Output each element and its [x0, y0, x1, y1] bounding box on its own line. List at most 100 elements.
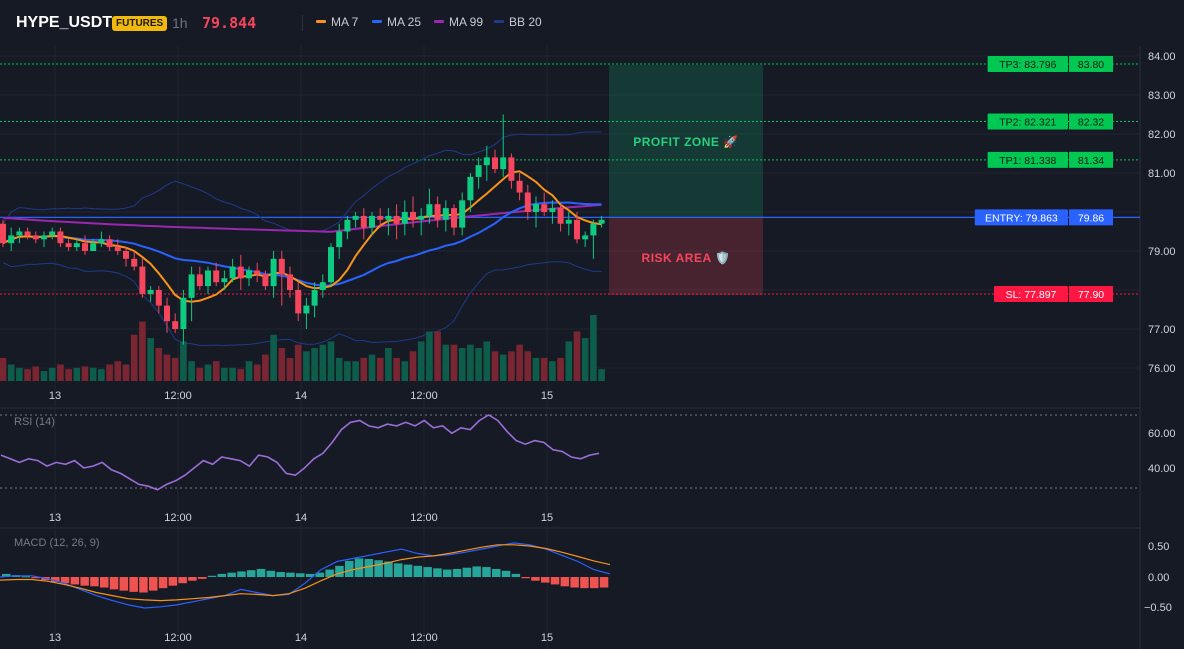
candle-body — [360, 215, 367, 228]
candle-body — [508, 157, 515, 181]
candle-body — [451, 208, 457, 228]
volume-bar — [335, 357, 343, 381]
sl-tag — [994, 286, 1068, 303]
market-badge: FUTURES — [112, 16, 168, 31]
macd-histogram-bar — [384, 561, 393, 577]
candle-body — [237, 266, 244, 279]
volume-bar — [262, 354, 269, 381]
timeframe-selector[interactable]: 1h — [172, 15, 188, 31]
volume-bar — [557, 357, 564, 381]
volume-bar — [0, 357, 7, 381]
legend-ma7-label: MA 7 — [331, 15, 359, 29]
candle-body — [147, 290, 154, 294]
volume-bar — [352, 361, 359, 381]
legend-ma25[interactable]: MA 25 — [372, 15, 421, 29]
volume-bar — [311, 348, 318, 381]
volume-bar — [434, 331, 441, 381]
candle-body — [221, 278, 228, 283]
volume-bar — [130, 334, 138, 381]
macd-histogram-bar — [109, 577, 119, 590]
volume-bar — [360, 357, 368, 381]
time-label: 14 — [295, 512, 307, 524]
symbol-title[interactable]: HYPE_USDT — [16, 14, 113, 31]
macd-histogram-bar — [21, 576, 31, 578]
candle-body — [541, 204, 548, 212]
candle-body — [311, 290, 318, 306]
macd-histogram-bar — [51, 577, 60, 582]
tp-axis-value: 83.80 — [1078, 59, 1104, 71]
volume-bar — [590, 315, 597, 381]
candle-body — [442, 208, 449, 220]
legend-ma99[interactable]: MA 99 — [434, 15, 483, 29]
macd-histogram-bar — [266, 570, 276, 577]
price-tick-label: 81.00 — [1148, 168, 1176, 180]
candle-body — [574, 219, 580, 240]
volume-bar — [573, 331, 581, 381]
candle-body — [516, 180, 523, 193]
volume-bar — [581, 338, 589, 381]
candle-body — [278, 258, 285, 275]
time-label: 15 — [541, 632, 553, 644]
tp-tag — [987, 55, 1068, 72]
candle-body — [246, 270, 252, 279]
candle-body — [500, 157, 507, 170]
macd-histogram-bar — [423, 567, 432, 577]
price-tick-label: 82.00 — [1148, 129, 1176, 141]
time-label: 13 — [49, 512, 61, 524]
macd-histogram-bar — [335, 565, 344, 577]
candle-body — [328, 247, 334, 283]
legend-bb20-label: BB 20 — [509, 15, 542, 29]
ma99-swatch-icon — [434, 20, 444, 24]
ma25-swatch-icon — [372, 20, 382, 24]
entry-tag-label: ENTRY: 79.863 — [985, 212, 1058, 224]
macd-histogram-bar — [276, 572, 285, 577]
candle-body — [303, 305, 310, 314]
volume-bar — [32, 366, 40, 381]
candle-body — [73, 243, 80, 248]
risk-zone — [609, 217, 763, 295]
candle-body — [90, 243, 97, 251]
volume-bar — [114, 361, 122, 381]
candle-body — [164, 305, 170, 322]
candle-body — [590, 223, 597, 236]
volume-bar — [7, 364, 15, 381]
candle-body — [32, 235, 39, 240]
volume-bar — [467, 344, 474, 381]
candle-body — [139, 266, 146, 294]
chart-header: HYPE_USDT FUTURES 1h 79.844 MA 7 MA 25 M… — [0, 0, 1184, 46]
macd-histogram-bar — [80, 577, 89, 586]
candle-body — [475, 165, 482, 177]
price-tick-label: 76.00 — [1148, 363, 1176, 375]
volume-bar — [401, 361, 409, 381]
volume-bar — [106, 364, 113, 381]
macd-histogram-bar — [570, 577, 579, 588]
macd-histogram-bar — [188, 577, 197, 581]
macd-histogram-bar — [90, 577, 99, 587]
price-tick-label: 83.00 — [1148, 90, 1176, 102]
macd-histogram-bar — [315, 572, 325, 577]
time-label: 15 — [541, 390, 553, 402]
candle-body — [205, 270, 211, 287]
tp-axis-value: 82.32 — [1078, 116, 1104, 128]
rsi-line — [0, 414, 600, 491]
time-label: 14 — [295, 390, 307, 402]
candle-body — [369, 215, 375, 228]
legend-bb20[interactable]: BB 20 — [494, 15, 542, 29]
macd-histogram-bar — [541, 577, 550, 583]
candle-body — [344, 219, 351, 232]
legend-ma7[interactable]: MA 7 — [316, 15, 358, 29]
macd-tick-pos: 0.50 — [1148, 541, 1169, 553]
candle-body — [459, 200, 466, 228]
macd-histogram-bar — [60, 577, 70, 584]
tp-axis-badge — [1069, 151, 1113, 168]
macd-histogram-bar — [492, 568, 501, 577]
legend-ma99-label: MA 99 — [449, 15, 484, 29]
candle-body — [114, 247, 121, 251]
entry-axis-badge — [1069, 209, 1113, 226]
risk-area-label: RISK AREA 🛡️ — [642, 251, 731, 265]
volume-bar — [16, 367, 23, 381]
volume-bar — [24, 369, 31, 381]
macd-histogram-bar — [354, 558, 364, 577]
macd-signal-line — [0, 544, 611, 602]
